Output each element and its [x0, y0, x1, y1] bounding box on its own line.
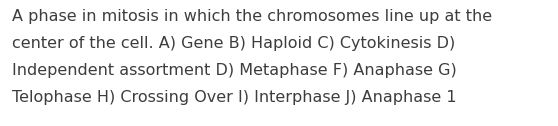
Text: A phase in mitosis in which the chromosomes line up at the: A phase in mitosis in which the chromoso…	[12, 9, 492, 24]
Text: Telophase H) Crossing Over I) Interphase J) Anaphase 1: Telophase H) Crossing Over I) Interphase…	[12, 90, 457, 105]
Text: Independent assortment D) Metaphase F) Anaphase G): Independent assortment D) Metaphase F) A…	[12, 63, 457, 78]
Text: center of the cell. A) Gene B) Haploid C) Cytokinesis D): center of the cell. A) Gene B) Haploid C…	[12, 36, 455, 51]
